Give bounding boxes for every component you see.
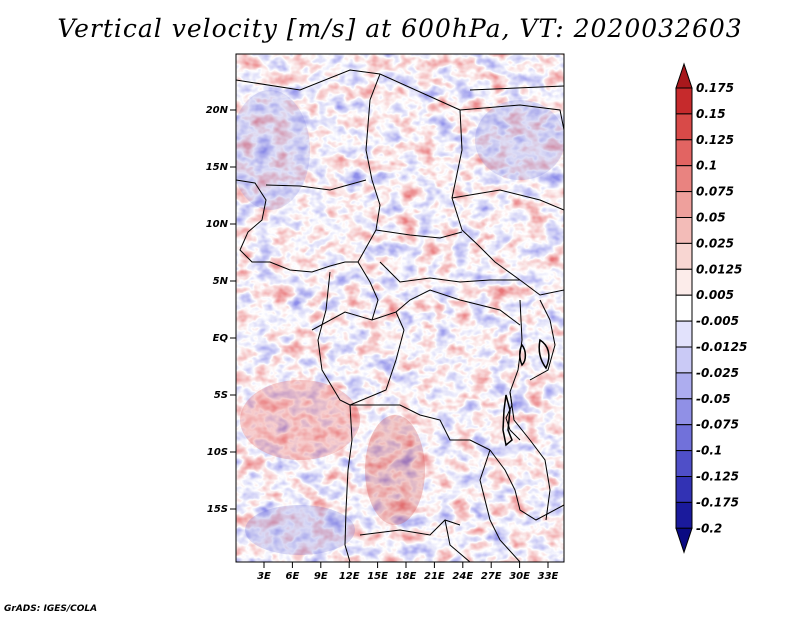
colorbar-level-label: -0.2 — [696, 521, 722, 535]
map-title: Vertical velocity [m/s] at 600hPa, VT: 2… — [57, 14, 743, 43]
vertical-velocity-field — [236, 54, 564, 562]
colorbar-segment — [675, 294, 693, 322]
colorbar-segment — [675, 501, 693, 529]
colorbar-segment — [675, 113, 693, 141]
longitude-axis: 3E 6E 9E 12E 15E 18E 21E 24E 27E 30E 33E — [257, 562, 559, 582]
colorbar-segment — [675, 139, 693, 167]
longitude-label: 9E — [314, 571, 328, 582]
colorbar-level-label: 0.005 — [696, 288, 734, 302]
longitude-label: 6E — [286, 571, 300, 582]
longitude-label: 30E — [509, 571, 530, 582]
colorbar-level-label: 0.175 — [696, 81, 734, 95]
software-credit: GrADS: IGES/COLA — [4, 604, 98, 614]
colorbar-segment — [675, 372, 693, 400]
colorbar-level-label: -0.005 — [696, 314, 739, 328]
colorbar-level-label: -0.0125 — [696, 340, 747, 354]
longitude-label: 24E — [452, 571, 473, 582]
colorbar-top-cap — [675, 62, 693, 89]
colorbar-level-label: 0.1 — [696, 159, 717, 173]
colorbar-segment — [675, 242, 693, 270]
colorbar-level-label: 0.075 — [696, 185, 734, 199]
colorbar-segment — [675, 191, 693, 219]
country-borders — [236, 69, 564, 562]
colorbar-segment — [675, 476, 693, 503]
colorbar-level-label: 0.125 — [696, 133, 734, 147]
colorbar-segment — [675, 398, 693, 426]
latitude-label: 15N — [206, 162, 229, 173]
colorbar-level-label: -0.1 — [696, 444, 722, 458]
colorbar-level-label: 0.0125 — [696, 262, 742, 276]
colorbar-level-label: -0.075 — [696, 418, 739, 432]
colorbar-level-label: 0.05 — [696, 211, 726, 225]
colorbar-level-label: 0.025 — [696, 236, 734, 250]
latitude-label: 5S — [214, 390, 228, 401]
latitude-label: 20N — [206, 105, 229, 116]
longitude-label: 15E — [367, 571, 388, 582]
colorbar-segment — [675, 346, 693, 374]
colorbar-segment — [675, 87, 693, 115]
colorbar-level-label: -0.175 — [696, 495, 739, 509]
colorbar-level-label: -0.125 — [696, 470, 739, 484]
colorbar-segment — [675, 320, 693, 348]
latitude-axis: 20N 15N 10N 5N EQ 5S 10S 15S — [206, 105, 236, 515]
longitude-label: 21E — [424, 571, 445, 582]
longitude-label: 27E — [481, 571, 502, 582]
colorbar-segment — [675, 268, 693, 296]
colorbar-level-label: 0.15 — [696, 107, 726, 121]
colorbar-segment — [675, 450, 693, 478]
colorbar-segment — [675, 217, 693, 244]
colorbar-level-label: -0.05 — [696, 392, 731, 406]
latitude-label: EQ — [213, 333, 229, 344]
latitude-label: 15S — [207, 504, 228, 515]
colorbar-segment — [675, 424, 693, 452]
latitude-label: 10N — [206, 219, 229, 230]
colorbar-segment — [675, 165, 693, 193]
longitude-label: 18E — [396, 571, 417, 582]
colorbar-bottom-cap — [675, 527, 693, 554]
lakes — [502, 338, 550, 447]
latitude-label: 5N — [213, 276, 229, 287]
longitude-label: 12E — [339, 571, 360, 582]
longitude-label: 33E — [538, 571, 559, 582]
map-frame — [235, 53, 565, 563]
longitude-label: 3E — [257, 571, 271, 582]
colorbar-level-label: -0.025 — [696, 366, 739, 380]
colorbar: 0.175 0.15 0.125 0.1 0.075 0.05 0.025 0.0125 0.0… — [675, 62, 747, 554]
latitude-label: 10S — [207, 447, 228, 458]
